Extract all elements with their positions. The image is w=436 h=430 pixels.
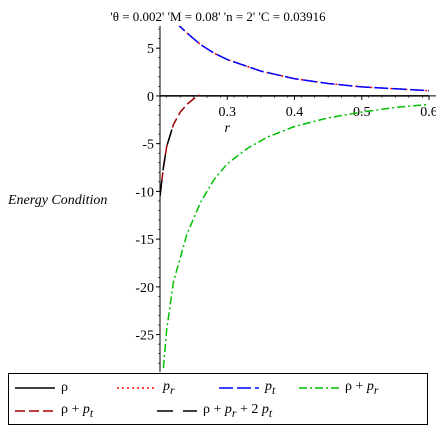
legend-rho-pr-a: ρ + [345,379,367,395]
legend-rho-pt-b: p [82,402,90,418]
legend-item-rho-pr: ρ + pr [299,378,378,398]
energy-condition-chart: 'θ = 0.002' 'M = 0.08' 'n = 2' 'C = 0.03… [7,9,436,372]
legend-full-a: ρ + [203,402,225,418]
x-tick-label: 0.6 [420,105,436,120]
y-tick-label: 0 [147,90,154,105]
legend-item-rho-pt: ρ + pt [15,401,93,421]
legend-label-pt: pt [265,379,275,397]
legend-full-sub2: t [268,406,273,420]
legend-label-pr: pr [163,379,175,397]
chart-title: 'θ = 0.002' 'M = 0.08' 'n = 2' 'C = 0.03… [110,9,326,24]
legend-pt-base: p [265,379,272,395]
x-tick-label: 0.4 [286,105,304,120]
legend-rho-pt-sub: t [89,406,94,420]
series-line-3 [162,103,430,369]
x-tick-label: 0.3 [219,105,237,120]
legend-swatch-rho [15,387,55,389]
legend-swatch-rho-pr [299,387,339,389]
y-tick-label: 5 [147,42,154,57]
y-tick-label: -20 [135,281,154,296]
legend-item-pt: pt [219,378,275,398]
legend-full-b: p [224,402,232,418]
y-tick-label: -25 [135,329,154,344]
legend-swatch-pr [117,387,157,389]
series-line-2 [178,26,430,92]
x-axis-label: r [225,121,231,136]
legend-rho-pr-b: p [366,379,374,395]
legend-full-d: p [261,402,269,418]
legend-item-pr: pr [117,378,175,398]
legend: ρ pr pt ρ + pr ρ + pt ρ + pr + 2 pt [8,373,428,425]
legend-item-full: ρ + pr + 2 pt [157,401,272,421]
y-tick-label: -5 [142,138,154,153]
legend-label-rho-pt: ρ + pt [61,402,93,420]
legend-rho-pr-sub: r [373,383,379,397]
legend-pr-sub: r [170,383,175,397]
chart-area: 'θ = 0.002' 'M = 0.08' 'n = 2' 'C = 0.03… [7,9,436,372]
legend-pt-sub: t [272,383,276,397]
legend-label-rho: ρ [61,380,68,395]
y-axis-label: Energy Condition [7,193,107,208]
legend-label-rho-pr: ρ + pr [345,379,378,397]
legend-swatch-pt [219,387,259,389]
y-tick-label: -15 [135,233,154,248]
legend-rho-pt-a: ρ + [61,402,83,418]
legend-item-rho: ρ [15,378,68,398]
y-tick-label: -10 [135,185,154,200]
legend-full-c: + 2 [236,402,262,418]
series-line-4 [160,94,201,197]
legend-swatch-full [157,410,197,412]
legend-label-full: ρ + pr + 2 pt [203,402,272,420]
legend-pr-base: p [163,379,170,395]
series-line-5 [160,124,175,197]
legend-full-sub1: r [231,406,237,420]
legend-swatch-rho-pt [15,410,55,412]
